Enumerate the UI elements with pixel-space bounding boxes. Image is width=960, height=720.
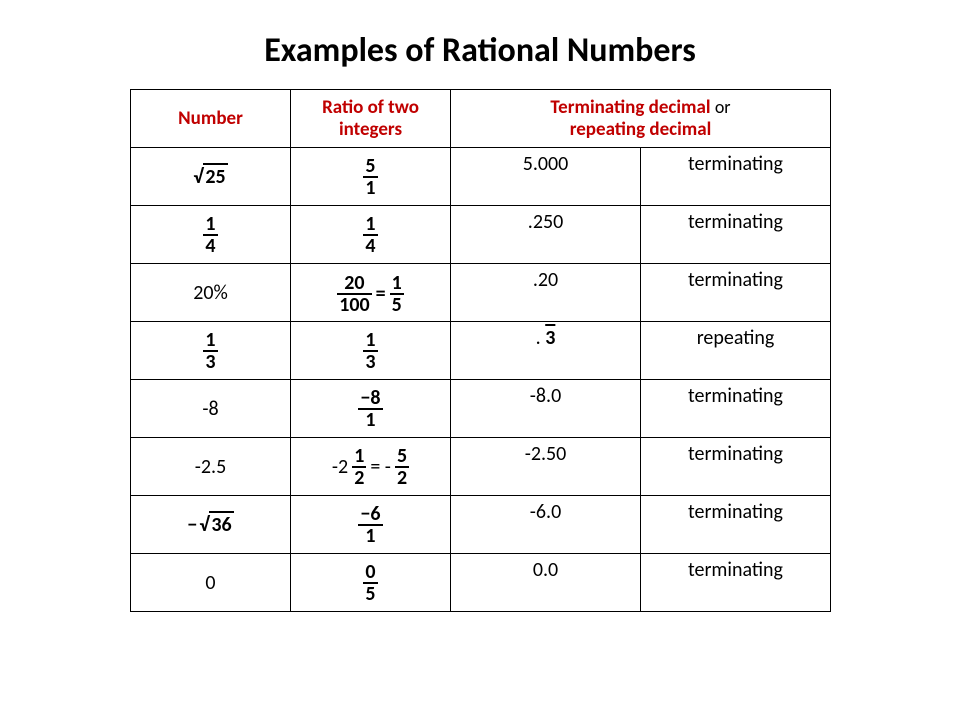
table-row: -8−81-8.0terminating (131, 380, 831, 438)
cell-decimal: 0.0 (451, 554, 641, 612)
cell-decimal: . 3 (451, 322, 641, 380)
table-row: 1414.250terminating (131, 206, 831, 264)
table-header-row: Number Ratio of two integers Terminating… (131, 90, 831, 148)
table-row: -2.5-212= -52-2.50terminating (131, 438, 831, 496)
table-row: −√36−61-6.0terminating (131, 496, 831, 554)
cell-decimal: .250 (451, 206, 641, 264)
cell-ratio: 05 (291, 554, 451, 612)
table-row: 20%20100=15.20terminating (131, 264, 831, 322)
cell-number: √25 (131, 148, 291, 206)
cell-ratio: 13 (291, 322, 451, 380)
cell-type: repeating (641, 322, 831, 380)
table-row: 1313. 3repeating (131, 322, 831, 380)
cell-ratio: −61 (291, 496, 451, 554)
cell-decimal: -6.0 (451, 496, 641, 554)
cell-type: terminating (641, 264, 831, 322)
table-row: √25515.000terminating (131, 148, 831, 206)
cell-type: terminating (641, 554, 831, 612)
cell-number: 20% (131, 264, 291, 322)
header-decimal-repeating: repeating decimal (570, 118, 712, 141)
cell-ratio: 14 (291, 206, 451, 264)
cell-type: terminating (641, 206, 831, 264)
cell-type: terminating (641, 496, 831, 554)
cell-number: -2.5 (131, 438, 291, 496)
cell-type: terminating (641, 148, 831, 206)
slide: Examples of Rational Numbers Number Rati… (0, 0, 960, 720)
header-ratio: Ratio of two integers (291, 90, 451, 148)
cell-type: terminating (641, 380, 831, 438)
cell-decimal: .20 (451, 264, 641, 322)
header-decimal-terminating: Terminating decimal (550, 96, 710, 119)
cell-number: 14 (131, 206, 291, 264)
cell-ratio: −81 (291, 380, 451, 438)
header-decimal-or: or (715, 96, 731, 118)
cell-number: -8 (131, 380, 291, 438)
table-wrapper: Number Ratio of two integers Terminating… (130, 89, 830, 612)
cell-decimal: -2.50 (451, 438, 641, 496)
header-number: Number (131, 90, 291, 148)
cell-ratio: 20100=15 (291, 264, 451, 322)
cell-number: −√36 (131, 496, 291, 554)
table-row: 0050.0terminating (131, 554, 831, 612)
page-title: Examples of Rational Numbers (0, 30, 960, 71)
cell-decimal: -8.0 (451, 380, 641, 438)
table-body: √25515.000terminating1414.250terminating… (131, 148, 831, 612)
cell-type: terminating (641, 438, 831, 496)
cell-decimal: 5.000 (451, 148, 641, 206)
cell-number: 13 (131, 322, 291, 380)
cell-ratio: -212= -52 (291, 438, 451, 496)
cell-number: 0 (131, 554, 291, 612)
cell-ratio: 51 (291, 148, 451, 206)
rational-numbers-table: Number Ratio of two integers Terminating… (130, 89, 831, 612)
header-decimal: Terminating decimal or repeating decimal (451, 90, 831, 148)
